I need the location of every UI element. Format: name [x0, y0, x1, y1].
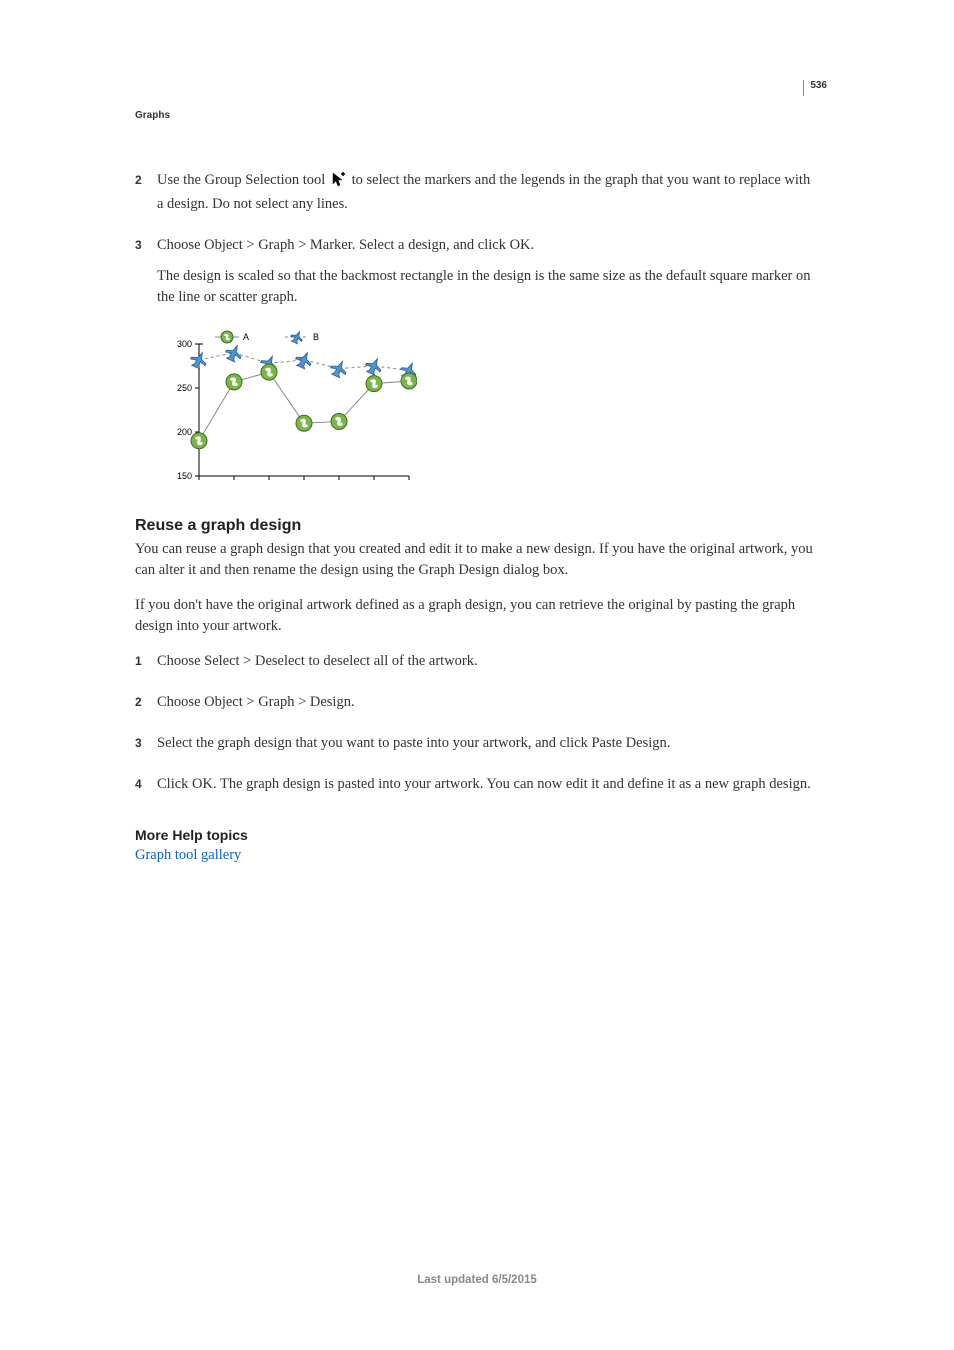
step-body: Choose Object > Graph > Marker. Select a… [157, 235, 819, 318]
list-item: 2Use the Group Selection tool to select … [135, 170, 819, 225]
step-text: Choose Select > Deselect to deselect all… [157, 651, 819, 672]
scatter-chart: 300 250 200 150 A B [157, 328, 819, 489]
list-item: 1Choose Select > Deselect to deselect al… [135, 651, 819, 682]
help-link[interactable]: Graph tool gallery [135, 845, 819, 866]
step-text: Click OK. The graph design is pasted int… [157, 774, 819, 795]
page-number: 536 [803, 80, 827, 96]
step-text: The design is scaled so that the backmos… [157, 266, 819, 308]
step-body: Select the graph design that you want to… [157, 733, 819, 764]
svg-text:A: A [243, 332, 249, 342]
footer-updated: Last updated 6/5/2015 [0, 1274, 954, 1286]
paragraph: You can reuse a graph design that you cr… [135, 539, 819, 581]
step-number: 2 [135, 692, 157, 723]
group-selection-icon [331, 172, 346, 194]
svg-text:300: 300 [177, 339, 192, 349]
list-item: 2Choose Object > Graph > Design. [135, 692, 819, 723]
svg-text:150: 150 [177, 471, 192, 481]
step-number: 2 [135, 170, 157, 225]
list-item: 3Select the graph design that you want t… [135, 733, 819, 764]
step-text: Choose Object > Graph > Design. [157, 692, 819, 713]
step-text: Choose Object > Graph > Marker. Select a… [157, 235, 819, 256]
step-number: 4 [135, 774, 157, 805]
step-body: Choose Object > Graph > Design. [157, 692, 819, 723]
step-text: Select the graph design that you want to… [157, 733, 819, 754]
step-body: Choose Select > Deselect to deselect all… [157, 651, 819, 682]
list-item: 3Choose Object > Graph > Marker. Select … [135, 235, 819, 318]
step-number: 1 [135, 651, 157, 682]
list-item: 4Click OK. The graph design is pasted in… [135, 774, 819, 805]
step-text: Use the Group Selection tool to select t… [157, 170, 819, 215]
heading-reuse: Reuse a graph design [135, 517, 819, 535]
svg-text:250: 250 [177, 383, 192, 393]
paragraph: If you don't have the original artwork d… [135, 595, 819, 637]
step-number: 3 [135, 235, 157, 318]
step-number: 3 [135, 733, 157, 764]
svg-text:200: 200 [177, 427, 192, 437]
step-body: Use the Group Selection tool to select t… [157, 170, 819, 225]
heading-more-help: More Help topics [135, 827, 819, 843]
section-label: Graphs [135, 110, 827, 121]
svg-text:B: B [313, 332, 319, 342]
step-body: Click OK. The graph design is pasted int… [157, 774, 819, 805]
